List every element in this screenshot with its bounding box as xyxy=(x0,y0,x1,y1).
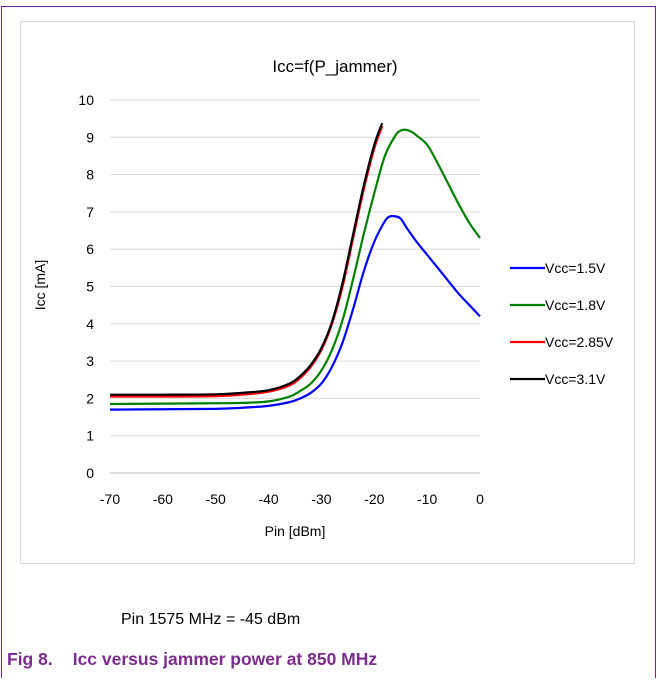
grid-lines xyxy=(110,99,480,474)
y-tick-label: 9 xyxy=(86,129,94,145)
x-tick-label: -40 xyxy=(258,491,278,507)
y-tick-label: 2 xyxy=(86,390,94,406)
y-tick-label: 0 xyxy=(86,465,94,481)
series-line xyxy=(109,122,384,396)
y-tick-label: 6 xyxy=(86,241,94,257)
x-tick-label: -60 xyxy=(153,491,173,507)
y-tick-label: 4 xyxy=(86,316,94,332)
x-tick-label: -20 xyxy=(364,491,384,507)
series-lines xyxy=(109,122,481,411)
series-line xyxy=(109,214,481,411)
y-tick-label: 8 xyxy=(86,167,94,183)
legend-label: Vcc=2.85V xyxy=(545,334,614,350)
series-line xyxy=(109,128,481,406)
figure-number: Fig 8. xyxy=(7,649,53,669)
x-tick-label: 0 xyxy=(476,491,484,507)
x-axis-label: Pin [dBm] xyxy=(265,523,326,539)
series-line xyxy=(109,125,384,398)
y-tick-label: 1 xyxy=(86,428,94,444)
figure-frame xyxy=(1,6,656,678)
y-tick-label: 5 xyxy=(86,279,94,295)
legend-label: Vcc=1.5V xyxy=(545,260,606,276)
y-tick-label: 3 xyxy=(86,353,94,369)
legend: Vcc=1.5V Vcc=1.8V Vcc=2.85V Vcc=3.1V xyxy=(510,260,614,387)
jammer-note: Pin 1575 MHz = -45 dBm xyxy=(121,611,301,628)
y-tick-label: 10 xyxy=(78,92,94,108)
y-axis-label: Icc [mA] xyxy=(32,260,48,311)
legend-label: Vcc=1.8V xyxy=(545,297,606,313)
legend-label: Vcc=3.1V xyxy=(545,371,606,387)
y-tick-label: 7 xyxy=(86,204,94,220)
x-tick-label: -10 xyxy=(417,491,437,507)
figure-caption: Fig 8. Icc versus jammer power at 850 MHz xyxy=(7,649,377,670)
x-tick-label: -30 xyxy=(311,491,331,507)
y-tick-labels: 0 1 2 3 4 5 6 7 8 9 10 xyxy=(78,92,94,481)
chart-title: Icc=f(P_jammer) xyxy=(272,57,397,76)
x-tick-label: -50 xyxy=(206,491,226,507)
x-tick-label: -70 xyxy=(100,491,120,507)
x-tick-labels: -70 -60 -50 -40 -30 -20 -10 0 xyxy=(100,491,484,507)
figure-caption-text: Icc versus jammer power at 850 MHz xyxy=(72,649,378,669)
